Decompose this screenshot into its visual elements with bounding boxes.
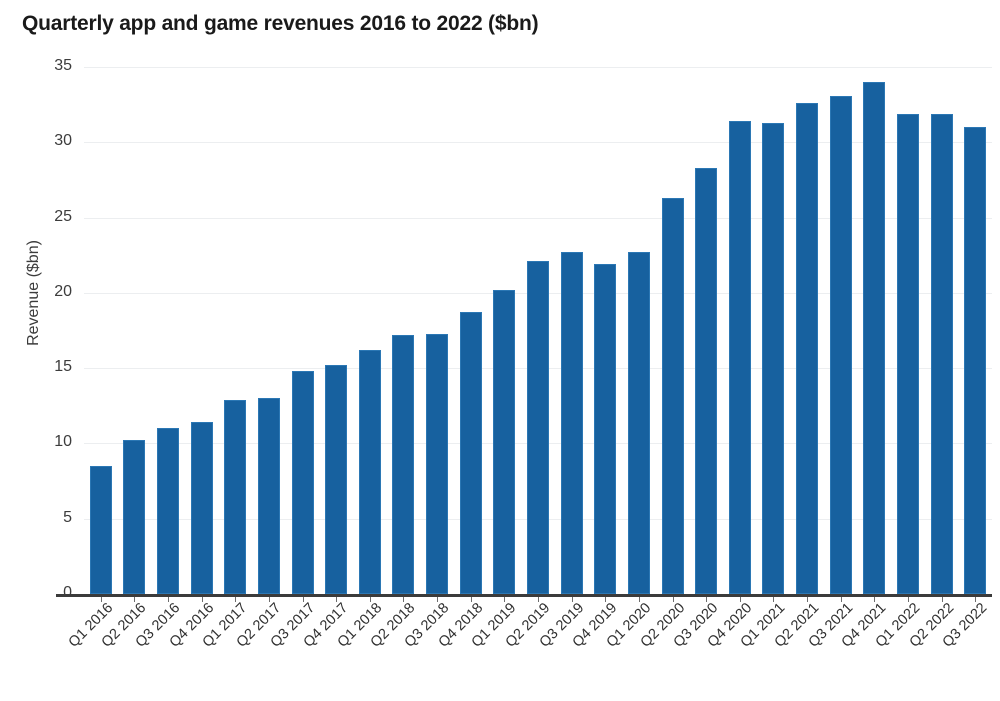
bar — [224, 399, 247, 594]
bar — [89, 466, 112, 594]
bar — [964, 127, 987, 594]
bar — [930, 113, 953, 594]
x-axis-tick — [201, 597, 203, 602]
x-axis-tick — [504, 597, 506, 602]
bar — [627, 252, 650, 594]
x-axis-tick — [100, 597, 102, 602]
bar — [459, 312, 482, 594]
x-axis-tick — [773, 597, 775, 602]
x-axis-tick — [437, 597, 439, 602]
plot-area — [56, 67, 992, 602]
x-axis-tick — [403, 597, 405, 602]
x-axis-tick — [638, 597, 640, 602]
x-axis-tick — [268, 597, 270, 602]
bar — [291, 371, 314, 594]
x-axis-tick — [807, 597, 809, 602]
y-tick-label: 30 — [54, 132, 72, 150]
bar — [560, 252, 583, 594]
gridline — [84, 217, 992, 219]
y-tick-label: 0 — [63, 584, 72, 601]
bar — [123, 440, 146, 594]
bar — [762, 122, 785, 594]
y-axis-tick-labels: 35 30 25 20 15 10 5 0 — [10, 58, 72, 601]
bar — [325, 365, 348, 594]
bar — [493, 289, 516, 594]
x-axis-tick — [739, 597, 741, 602]
bar — [358, 350, 381, 594]
bar — [527, 261, 549, 594]
gridline — [84, 142, 992, 144]
x-axis-tick — [336, 597, 338, 602]
bar — [863, 82, 886, 594]
x-axis-tick — [605, 597, 607, 602]
chart-title: Quarterly app and game revenues 2016 to … — [22, 12, 539, 35]
bar — [661, 198, 684, 594]
x-axis-tick — [672, 597, 674, 602]
x-axis-tick — [134, 597, 136, 602]
x-axis-tick — [235, 597, 237, 602]
x-axis-tick — [538, 597, 539, 602]
x-axis-tick — [302, 597, 304, 602]
y-tick-label: 15 — [54, 358, 72, 376]
bar — [257, 398, 280, 594]
bar — [426, 333, 449, 594]
x-axis-tick — [369, 597, 371, 602]
gridline — [84, 67, 992, 68]
x-axis-tick — [470, 597, 472, 602]
y-tick-label: 10 — [54, 433, 72, 451]
bar — [157, 428, 180, 594]
bar — [392, 335, 415, 594]
y-tick-label: 25 — [54, 207, 72, 225]
x-axis-tick — [941, 597, 943, 602]
y-tick-label: 20 — [54, 282, 72, 300]
x-axis-tick — [706, 597, 708, 602]
y-tick-label: 35 — [54, 57, 72, 74]
bar — [594, 264, 617, 594]
bar — [796, 103, 819, 594]
x-axis-tick — [571, 597, 573, 602]
bar — [728, 121, 751, 594]
x-axis-tick — [840, 597, 842, 602]
x-axis-line — [56, 594, 992, 597]
x-axis-tick — [874, 597, 876, 602]
x-axis-tick — [168, 597, 170, 602]
x-axis-tick — [907, 597, 909, 602]
y-tick-label: 5 — [63, 508, 72, 526]
x-axis-tick — [975, 597, 977, 602]
bar — [829, 95, 852, 594]
x-axis-tick-labels: Q1 2016 Q2 2016 Q3 2016 Q4 2016 Q1 2017 Q2 20… — [65, 600, 992, 701]
bar — [695, 167, 718, 594]
bar — [896, 113, 919, 594]
bar — [190, 422, 213, 594]
